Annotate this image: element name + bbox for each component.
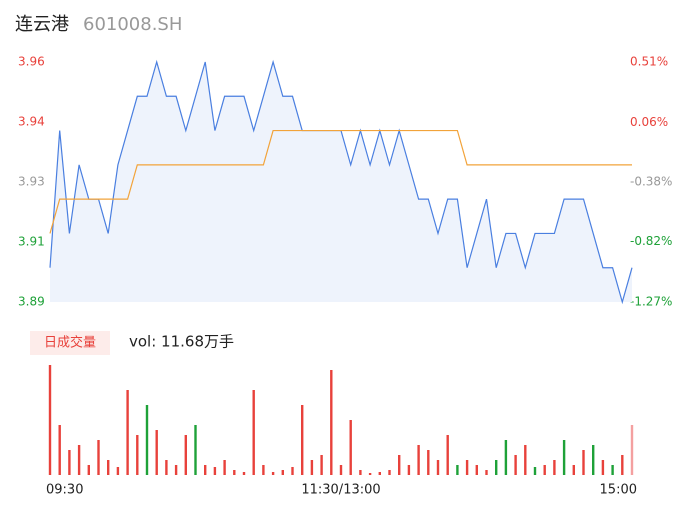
y2-tick-label: -0.38% [630,175,672,189]
volume-bar [436,460,440,475]
y2-tick-label: -1.27% [630,295,672,309]
volume-bar [252,390,255,475]
volume-bar [87,465,90,475]
volume-bar [611,465,614,475]
volume-bar [213,467,217,475]
volume-label-bg [30,331,110,355]
volume-bar [301,405,304,475]
volume-bar [184,435,187,475]
volume-bar [446,435,449,475]
y-tick-label: 3.89 [18,295,45,309]
volume-bar [320,455,323,475]
volume-bar [359,470,362,475]
volume-bar [407,465,411,475]
volume-bar [398,455,401,475]
volume-bar [145,405,149,475]
volume-bar [330,370,333,475]
volume-bar [378,472,381,475]
volume-bar [504,440,508,475]
volume-bar [165,460,168,475]
average-line [49,129,632,234]
volume-bar [77,445,81,475]
stock-code: 601008.SH [83,14,182,35]
volume-bar [126,390,129,475]
stock-name: 连云港 [15,14,69,35]
x-tick-label: 15:00 [600,483,637,498]
volume-bar [310,460,314,475]
volume-bar [58,425,61,475]
volume-bar [465,460,469,475]
y-tick-label: 3.91 [18,235,45,249]
y2-tick-label: 0.51% [630,55,668,69]
price-area [50,62,632,302]
volume-bar [601,460,605,475]
volume-bar [456,465,459,475]
y2-tick-label: 0.06% [630,115,668,129]
volume-bar [281,470,284,475]
volume-bar [223,460,226,475]
volume-bar [116,467,120,475]
volume-bar [68,450,71,475]
x-tick-label: 11:30/13:00 [301,483,380,498]
volume-bar [48,365,52,475]
volume-bar [621,455,624,475]
y2-tick-label: -0.82% [630,234,672,248]
volume-bar [97,440,100,475]
volume-bar [592,445,595,475]
volume-bar [630,425,634,475]
y-tick-label: 3.96 [18,55,45,69]
volume-bar [174,465,178,475]
volume-bar [524,445,527,475]
volume-bar [136,435,139,475]
volume-bar [533,467,537,475]
volume-bar [262,465,265,475]
volume-bar [562,440,566,475]
volume-bar [553,460,556,475]
volume-bar [485,470,488,475]
volume-bar [194,425,197,475]
y-tick-label: 3.94 [18,115,45,129]
volume-bar [107,460,110,475]
volume-bar [543,465,546,475]
volume-bar [514,455,517,475]
volume-bar [291,467,294,475]
volume-bar [417,445,420,475]
volume-bar [339,465,343,475]
volume-bar [233,470,236,475]
x-tick-label: 09:30 [46,483,83,498]
volume-title: 日成交量 [44,335,96,351]
volume-bar [349,420,352,475]
volume-bar [475,465,478,475]
volume-bar [572,465,575,475]
volume-bar [427,450,430,475]
volume-bar [204,465,207,475]
y-tick-label: 3.93 [18,175,45,189]
volume-bar [368,473,372,475]
volume-bar [388,470,391,475]
volume-bar [271,472,275,475]
volume-bar [495,460,498,475]
volume-bar [582,450,585,475]
volume-total: vol: 11.68万手 [129,333,234,351]
volume-bar [242,472,246,475]
volume-bar [155,430,158,475]
